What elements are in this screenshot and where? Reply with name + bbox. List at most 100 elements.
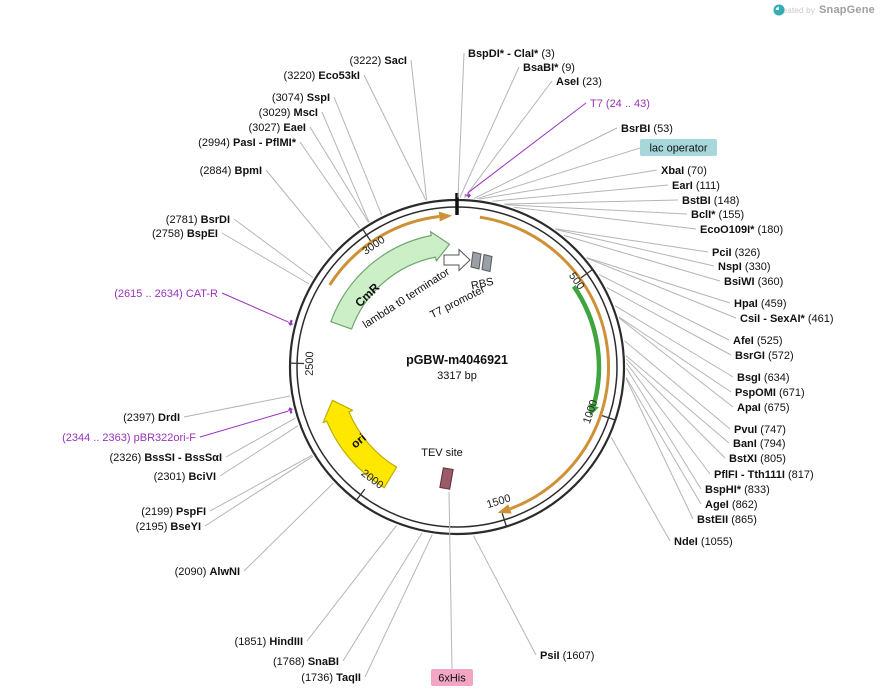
site-label-pbr322ori-f[interactable]: (2344 .. 2363) pBR322ori-F xyxy=(62,432,196,444)
site-label-eaei[interactable]: (3027) EaeI xyxy=(249,122,307,134)
site-label-hindiii[interactable]: (1851) HindIII xyxy=(235,636,303,648)
site-label-sspi[interactable]: (3074) SspI xyxy=(272,92,330,104)
leader-afei xyxy=(598,274,730,341)
site-label-msci[interactable]: (3029) MscI xyxy=(259,107,318,119)
site-label-taqii[interactable]: (1736) TaqII xyxy=(301,672,361,684)
leader-bsssi-bsss-i xyxy=(225,417,296,458)
site-label-t7[interactable]: T7 (24 .. 43) xyxy=(590,98,650,110)
site-label-bsrgi[interactable]: BsrGI (572) xyxy=(735,350,794,362)
site-label-bsiwi[interactable]: BsiWI (360) xyxy=(724,276,783,288)
leader-bsgi xyxy=(614,305,734,378)
site-label-bstxi[interactable]: BstXI (805) xyxy=(729,453,786,465)
leader-apai xyxy=(618,317,734,408)
orf-arrow-arrowhead xyxy=(588,404,599,416)
site-label-pasi-pflmi[interactable]: (2994) PasI - PflMI* xyxy=(198,137,297,149)
feature-ori[interactable] xyxy=(322,399,398,489)
site-label-pcii[interactable]: PciI (326) xyxy=(712,247,760,259)
site-label-hpai[interactable]: HpaI (459) xyxy=(734,298,787,310)
leader-asei xyxy=(464,80,553,199)
site-label-pspomi[interactable]: PspOMI (671) xyxy=(735,387,805,399)
leader-pvui xyxy=(624,340,731,430)
site-label-bspdi-clai[interactable]: BspDI* - ClaI* (3) xyxy=(468,48,555,60)
lac-operator-label[interactable]: lac operator xyxy=(649,143,707,155)
tick-500 xyxy=(580,268,594,279)
leader-bcli xyxy=(506,204,688,215)
leader-bsrbi xyxy=(473,127,618,199)
site-label-bsteii[interactable]: BstEII (865) xyxy=(697,514,757,526)
leader-bcivi xyxy=(219,425,299,477)
primer-cat-r[interactable] xyxy=(289,319,293,324)
site-label-psii[interactable]: PsiI (1607) xyxy=(540,650,594,662)
site-label-bsrdi[interactable]: (2781) BsrDI xyxy=(166,214,230,226)
snapgene-logo-icon xyxy=(773,4,785,16)
leader-eaei xyxy=(309,126,369,223)
site-label-snabi[interactable]: (1768) SnaBI xyxy=(273,656,339,668)
site-label-bcivi[interactable]: (2301) BciVI xyxy=(154,471,216,483)
six-his-highlight[interactable] xyxy=(431,669,473,686)
site-label-pflfi-tth111i[interactable]: PflFI - Tth111I (817) xyxy=(714,469,814,481)
site-label-bseyi[interactable]: (2195) BseYI xyxy=(136,521,201,533)
leader-pbr322ori-f xyxy=(199,410,289,438)
feature-cmr[interactable] xyxy=(330,231,451,330)
leader-bpmi xyxy=(265,169,334,252)
site-label-bcli[interactable]: BclI* (155) xyxy=(691,209,744,221)
leader-bani xyxy=(625,355,730,444)
site-label-bstbi[interactable]: BstBI (148) xyxy=(682,195,739,207)
tick-1500 xyxy=(501,513,508,528)
site-label-pvui[interactable]: PvuI (747) xyxy=(734,424,786,436)
site-label-drdi[interactable]: (2397) DrdI xyxy=(123,412,180,424)
six-his-label[interactable]: 6xHis xyxy=(438,673,466,685)
site-label-asei[interactable]: AseI (23) xyxy=(556,76,602,88)
backbone-arc-right-arrowhead xyxy=(497,504,512,514)
leader-snabi xyxy=(342,532,423,662)
site-label-bsrbi[interactable]: BsrBI (53) xyxy=(621,123,673,135)
leader-ndei xyxy=(610,437,671,542)
feature-label-rbs[interactable]: RBS xyxy=(470,276,495,292)
primer-pbr322ori-f-arrowhead xyxy=(287,407,294,411)
site-label-alwni[interactable]: (2090) AlwNI xyxy=(175,566,240,578)
leader-bsteii xyxy=(625,378,694,520)
rbs-box-2[interactable] xyxy=(481,253,493,273)
leader-pspfi xyxy=(209,454,313,512)
leader-bsiwi xyxy=(563,234,721,282)
leader-agei xyxy=(625,377,702,505)
site-label-bsabi[interactable]: BsaBI* (9) xyxy=(523,62,575,74)
site-label-bsssi-bsss-i[interactable]: (2326) BssSI - BssSαI xyxy=(109,452,222,464)
primer-pbr322ori-f[interactable] xyxy=(289,409,293,414)
site-label-ndei[interactable]: NdeI (1055) xyxy=(674,536,733,548)
site-label-bsphi[interactable]: BspHI* (833) xyxy=(705,484,770,496)
leader-bspdi-clai xyxy=(457,52,465,198)
site-label-agei[interactable]: AgeI (862) xyxy=(705,499,758,511)
leader-bspei xyxy=(221,232,310,285)
tev-site-marker[interactable] xyxy=(439,467,454,490)
site-label-bsgi[interactable]: BsgI (634) xyxy=(737,372,790,384)
site-label-bpmi[interactable]: (2884) BpmI xyxy=(200,165,262,177)
orf-arrow[interactable] xyxy=(571,285,602,407)
t7-promoter-arrow[interactable] xyxy=(443,248,471,272)
site-label-pspfi[interactable]: (2199) PspFI xyxy=(141,506,206,518)
rbs-box-1[interactable] xyxy=(470,251,482,270)
watermark-brand: SnapGene xyxy=(818,4,875,16)
feature-label-tev-site[interactable]: TEV site xyxy=(421,447,463,459)
site-label-afei[interactable]: AfeI (525) xyxy=(733,335,783,347)
leader-pspomi xyxy=(618,316,732,393)
leader-hpai xyxy=(586,257,731,304)
site-label-saci[interactable]: (3222) SacI xyxy=(350,55,408,67)
lac-operator-highlight[interactable] xyxy=(640,139,717,156)
site-label-cat-r[interactable]: (2615 .. 2634) CAT-R xyxy=(114,288,218,300)
backbone-arc-right[interactable] xyxy=(479,215,611,511)
site-label-nspi[interactable]: NspI (330) xyxy=(718,261,771,273)
site-label-eari[interactable]: EarI (111) xyxy=(672,180,720,192)
leader-lac-operator xyxy=(476,147,641,200)
site-label-xbai[interactable]: XbaI (70) xyxy=(661,165,707,177)
site-label-csii-sexai[interactable]: CsiI - SexAI* (461) xyxy=(740,313,834,325)
site-label-ecoo109i[interactable]: EcoO109I* (180) xyxy=(700,224,783,236)
site-label-eco53ki[interactable]: (3220) Eco53kI xyxy=(284,70,360,82)
leader-eari xyxy=(492,184,669,202)
watermark-created-by: Created by xyxy=(773,5,815,15)
site-label-bspei[interactable]: (2758) BspEI xyxy=(152,228,218,240)
site-label-bani[interactable]: BanI (794) xyxy=(733,438,786,450)
site-label-apai[interactable]: ApaI (675) xyxy=(737,402,790,414)
backbone-arc-left[interactable] xyxy=(328,215,440,286)
